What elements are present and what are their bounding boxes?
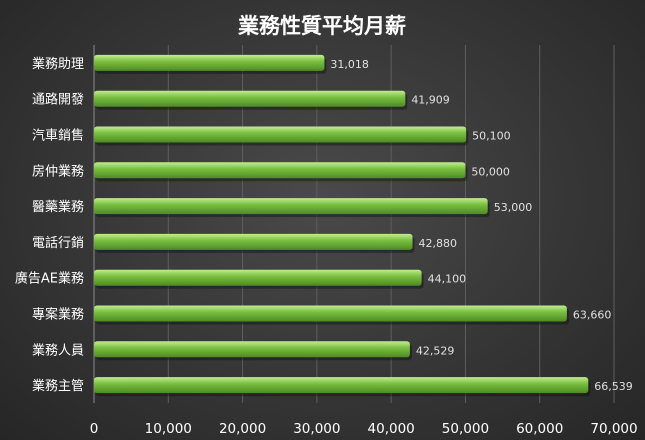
x-tick-label: 10,000 — [145, 421, 192, 437]
labels: 0 10,000 20,000 30,000 40,000 50,000 60,000 70,… — [15, 56, 638, 437]
category-label: 電話行銷 — [32, 235, 84, 251]
data-label: 42,880 — [419, 237, 458, 250]
category-label: 醫藥業務 — [32, 199, 84, 215]
bar — [94, 233, 413, 250]
category-label: 通路開發 — [32, 92, 84, 108]
data-label: 41,909 — [411, 94, 450, 107]
x-tick-label: 60,000 — [516, 421, 563, 437]
x-tick-label: 40,000 — [368, 421, 415, 437]
x-tick-label: 50,000 — [442, 421, 489, 437]
category-label: 業務人員 — [32, 342, 84, 358]
bar — [94, 269, 422, 286]
x-tick-label: 20,000 — [219, 421, 266, 437]
x-tick-label: 0 — [90, 421, 99, 437]
x-tick-label: 30,000 — [293, 421, 340, 437]
bar — [94, 90, 406, 107]
data-label: 63,660 — [573, 309, 612, 322]
bar — [94, 377, 589, 394]
data-label: 53,000 — [494, 201, 533, 214]
bar — [94, 54, 325, 71]
bar — [94, 341, 410, 358]
category-label: 專案業務 — [32, 307, 84, 323]
chart-title: 業務性質平均月薪 — [238, 14, 406, 38]
category-label: 業務主管 — [32, 378, 84, 394]
bar — [94, 126, 467, 143]
bar — [94, 198, 488, 215]
data-label: 66,539 — [594, 380, 633, 393]
data-label: 50,100 — [472, 130, 511, 143]
category-label: 廣告AE業務 — [15, 271, 84, 287]
data-label: 42,529 — [416, 344, 455, 357]
category-label: 業務助理 — [32, 56, 84, 72]
bar — [94, 162, 466, 179]
data-label: 31,018 — [330, 58, 369, 71]
category-label: 汽車銷售 — [32, 128, 84, 144]
bar — [94, 305, 567, 322]
bars — [94, 54, 591, 397]
category-label: 房仲業務 — [32, 163, 84, 179]
x-tick-label: 70,000 — [590, 421, 637, 437]
data-label: 44,100 — [428, 273, 467, 286]
data-label: 50,000 — [471, 165, 510, 178]
